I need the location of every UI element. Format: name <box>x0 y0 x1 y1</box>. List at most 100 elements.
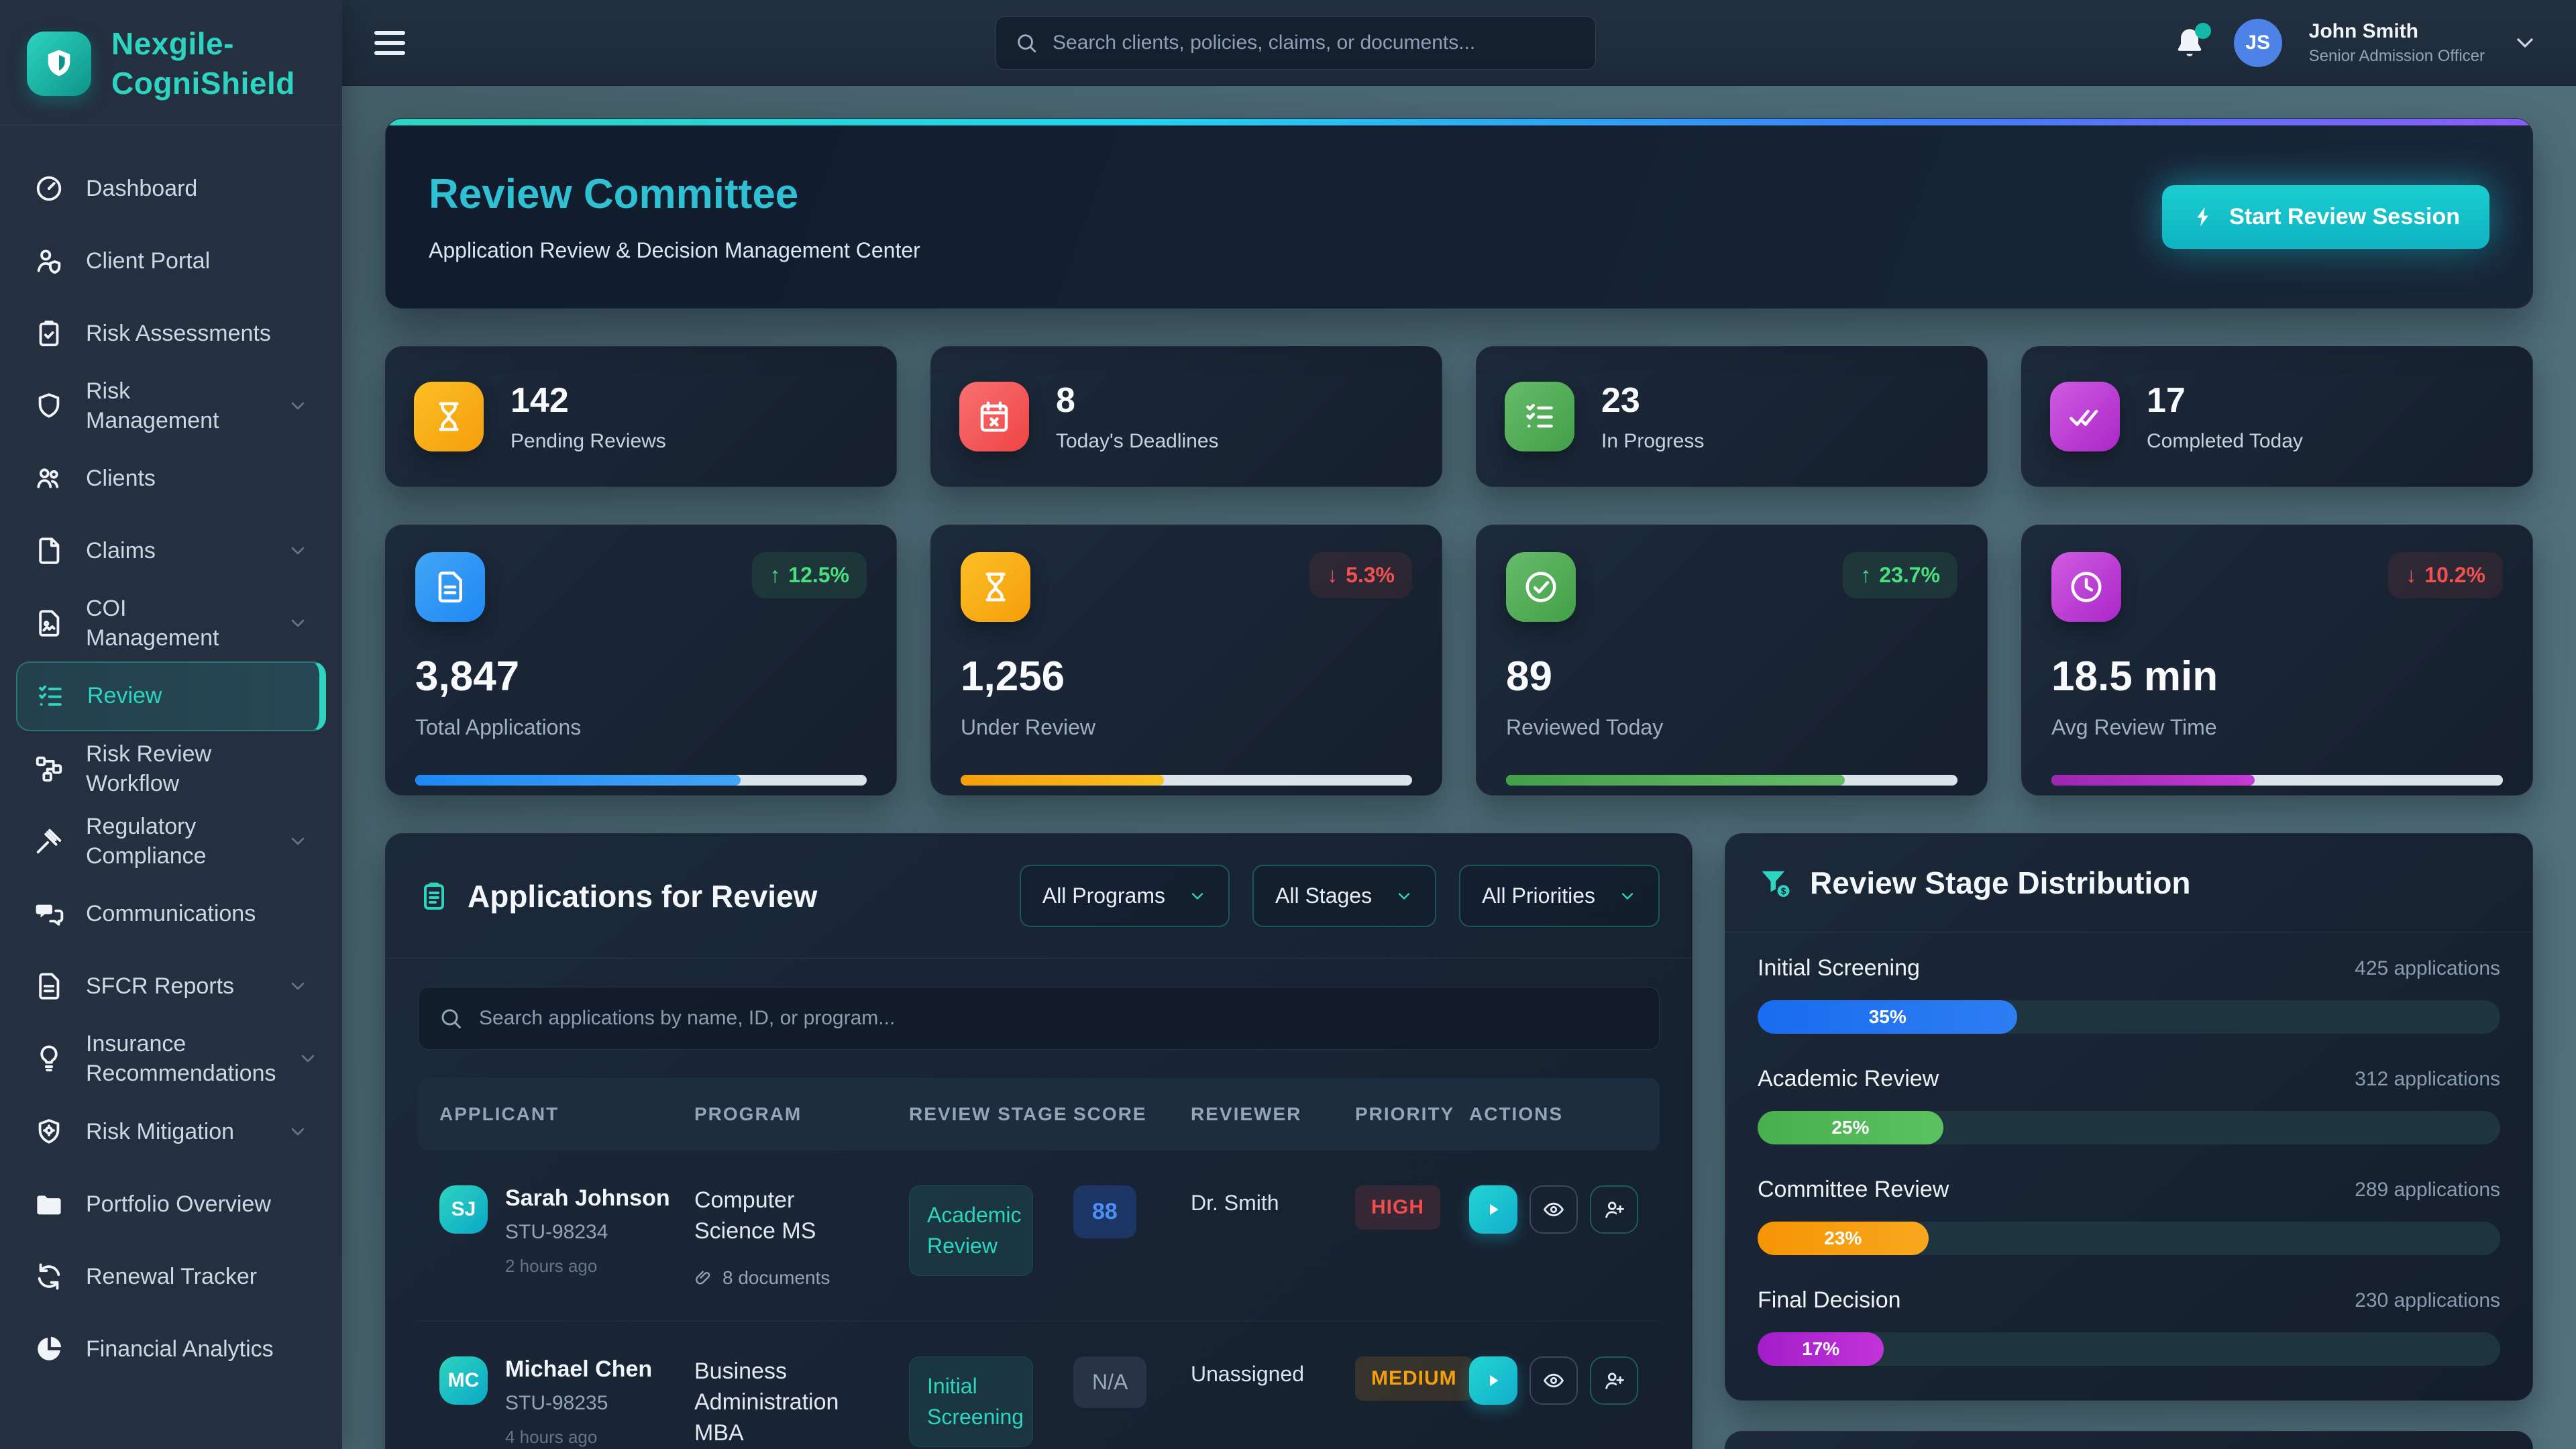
sidebar-item-communications[interactable]: Communications <box>16 879 326 949</box>
sidebar-item-label: SFCR Reports <box>86 973 235 1000</box>
filter-label: All Stages <box>1275 883 1373 908</box>
column-header: REVIEWER <box>1191 1104 1302 1124</box>
sidebar-item-portfolio-overview[interactable]: Portfolio Overview <box>16 1169 326 1239</box>
shield-cog-icon <box>34 1116 64 1147</box>
sidebar-item-financial-analytics[interactable]: Financial Analytics <box>16 1314 326 1384</box>
sidebar-item-regulatory-compliance[interactable]: Regulatory Compliance <box>16 806 326 876</box>
hamburger-menu-icon[interactable] <box>374 30 405 55</box>
sidebar-item-clients[interactable]: Clients <box>16 443 326 513</box>
logo[interactable]: Nexgile-CogniShield <box>0 0 342 125</box>
chevron-down-icon <box>1191 892 1203 900</box>
global-search-input[interactable] <box>1053 31 1576 54</box>
file-text-icon <box>34 971 64 1002</box>
chevron-down-icon <box>287 1121 309 1142</box>
stat-value: 17 <box>2147 381 2186 420</box>
sidebar-item-risk-assessments[interactable]: Risk Assessments <box>16 299 326 368</box>
sidebar-item-insurance-recommendations[interactable]: Insurance Recommendations <box>16 1024 326 1093</box>
kpi-value: 89 <box>1506 653 1552 700</box>
column-header: ACTIONS <box>1469 1104 1563 1124</box>
chevron-down-icon <box>287 975 309 997</box>
stage-bar-fill: 35% <box>1758 1000 2018 1034</box>
chevron-down-icon <box>1398 892 1410 900</box>
sidebar-item-label: Dashboard <box>86 175 198 201</box>
view-application-button[interactable] <box>1529 1185 1578 1234</box>
trend-arrow-icon: ↓ <box>2406 563 2417 587</box>
search-icon <box>1018 34 1036 52</box>
assign-reviewer-button[interactable] <box>1590 1185 1638 1234</box>
kpi-card-total-applications: ↑ 12.5% 3,847 Total Applications <box>385 525 897 796</box>
double-check-icon <box>2050 382 2120 451</box>
start-review-button[interactable] <box>1469 1356 1517 1405</box>
applicant-name: Sarah Johnson <box>505 1185 670 1211</box>
chevron-down-icon <box>287 395 309 417</box>
clock-icon <box>2051 552 2121 622</box>
progress-fill <box>415 775 741 786</box>
stat-label: Completed Today <box>2147 430 2303 452</box>
sidebar-item-risk-review-workflow[interactable]: Risk Review Workflow <box>16 734 326 804</box>
view-application-button[interactable] <box>1529 1356 1578 1405</box>
stat-card-todays-deadlines: 8 Today's Deadlines <box>930 346 1442 487</box>
sidebar-item-claims[interactable]: Claims <box>16 516 326 586</box>
applicant-avatar: MC <box>439 1356 488 1405</box>
file-icon <box>34 535 64 566</box>
filter-all-priorities[interactable]: All Priorities <box>1459 865 1660 927</box>
partial-panel <box>1725 1431 2533 1449</box>
applications-search[interactable] <box>418 987 1660 1050</box>
stage-percent: 35% <box>1868 1006 1907 1027</box>
calendar-x-icon <box>959 382 1029 451</box>
kpi-card-reviewed-today: ↑ 23.7% 89 Reviewed Today <box>1476 525 1988 796</box>
global-search[interactable] <box>996 15 1596 70</box>
sidebar-item-client-portal[interactable]: Client Portal <box>16 226 326 296</box>
applicant-time: 2 hours ago <box>505 1256 598 1276</box>
start-review-session-button[interactable]: Start Review Session <box>2162 184 2489 249</box>
kpi-label: Reviewed Today <box>1506 715 1664 739</box>
stage-label: Final Decision <box>1758 1287 1901 1313</box>
sidebar-item-review[interactable]: Review <box>16 661 326 731</box>
chevron-down-icon <box>287 612 309 634</box>
avatar[interactable]: JS <box>2233 18 2282 67</box>
table-row[interactable]: SJ Sarah Johnson STU-98234 2 hours ago C… <box>418 1150 1660 1322</box>
reviewer-name: Unassigned <box>1191 1361 1304 1386</box>
filter-all-programs[interactable]: All Programs <box>1019 865 1230 927</box>
priority-badge: HIGH <box>1355 1185 1440 1230</box>
progress-track <box>1506 775 1957 786</box>
sidebar-item-risk-management[interactable]: Risk Management <box>16 371 326 441</box>
chevron-down-icon <box>287 540 309 561</box>
svg-text:$: $ <box>1781 885 1786 896</box>
column-header: PROGRAM <box>694 1104 802 1124</box>
progress-track <box>2051 775 2503 786</box>
topbar: JS John Smith Senior Admission Officer <box>342 0 2576 86</box>
sidebar-item-dashboard[interactable]: Dashboard <box>16 154 326 223</box>
paperclip-icon <box>696 1271 710 1285</box>
applications-search-input[interactable] <box>479 1007 1639 1030</box>
score-badge: 88 <box>1073 1185 1136 1238</box>
kpi-value: 3,847 <box>415 653 520 700</box>
column-header: APPLICANT <box>439 1104 559 1124</box>
user-menu-chevron-icon[interactable] <box>2512 30 2538 56</box>
table-row[interactable]: MC Michael Chen STU-98235 4 hours ago Bu… <box>418 1322 1660 1449</box>
distribution-title: Review Stage Distribution <box>1810 865 2191 900</box>
applications-panel: Applications for Review All Programs All… <box>385 833 1693 1449</box>
bolt-icon <box>2197 207 2208 227</box>
progress-track <box>415 775 867 786</box>
sidebar-item-risk-mitigation[interactable]: Risk Mitigation <box>16 1097 326 1167</box>
filter-all-stages[interactable]: All Stages <box>1252 865 1437 927</box>
trend-value: 12.5% <box>788 563 849 587</box>
notifications-button[interactable] <box>2172 22 2211 60</box>
stat-value: 142 <box>511 381 569 420</box>
sidebar-item-sfcr-reports[interactable]: SFCR Reports <box>16 951 326 1021</box>
page-title: Review Committee <box>429 171 799 217</box>
sidebar-item-renewal-tracker[interactable]: Renewal Tracker <box>16 1242 326 1311</box>
stage-count: 230 applications <box>2355 1289 2500 1311</box>
trend-badge: ↑ 23.7% <box>1843 552 1957 598</box>
progress-track <box>961 775 1412 786</box>
sidebar-item-coi-management[interactable]: COI Management <box>16 588 326 658</box>
file-image-icon <box>34 608 64 639</box>
start-review-button[interactable] <box>1469 1185 1517 1234</box>
eye-icon <box>1544 1202 1564 1217</box>
priority-badge: MEDIUM <box>1355 1356 1473 1401</box>
stage-count: 289 applications <box>2355 1178 2500 1201</box>
kpi-label: Under Review <box>961 715 1095 739</box>
assign-reviewer-button[interactable] <box>1590 1356 1638 1405</box>
column-header: PRIORITY <box>1355 1104 1455 1124</box>
